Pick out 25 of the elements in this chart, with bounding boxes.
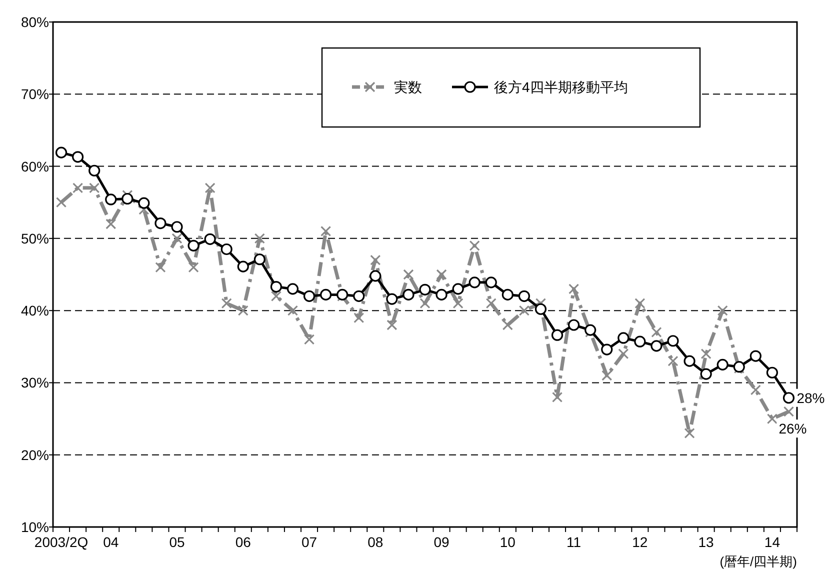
x-tick-label: 06 — [235, 534, 252, 550]
x-tick-label: 08 — [368, 534, 384, 550]
x-tick-label: 09 — [434, 534, 450, 550]
y-tick-label: 20% — [20, 446, 49, 463]
y-tick-label: 70% — [20, 86, 49, 102]
x-tick-label: 10 — [500, 534, 516, 550]
data-label: 28% — [796, 390, 825, 406]
legend-label: 実数 — [394, 79, 422, 95]
x-tick-label: 13 — [698, 534, 714, 550]
x-tick-label: 04 — [103, 534, 119, 550]
x-tick-label: 2003/2Q — [34, 534, 88, 550]
y-tick-label: 30% — [20, 374, 49, 391]
x-axis-title: (暦年/四半期) — [720, 554, 797, 569]
x-tick-label: 07 — [301, 534, 318, 550]
x-tick-label: 12 — [632, 534, 648, 550]
x-tick-label: 11 — [566, 534, 582, 550]
y-tick-label: 60% — [20, 158, 49, 174]
y-tick-label: 10% — [20, 519, 49, 535]
y-tick-label: 50% — [20, 230, 49, 246]
data-label: 26% — [778, 420, 807, 437]
x-tick-label: 05 — [169, 534, 185, 550]
legend-label: 後方4四半期移動平均 — [494, 79, 628, 95]
y-tick-label: 80% — [20, 14, 49, 30]
y-tick-label: 40% — [20, 302, 49, 319]
x-tick-label: 14 — [764, 534, 780, 550]
